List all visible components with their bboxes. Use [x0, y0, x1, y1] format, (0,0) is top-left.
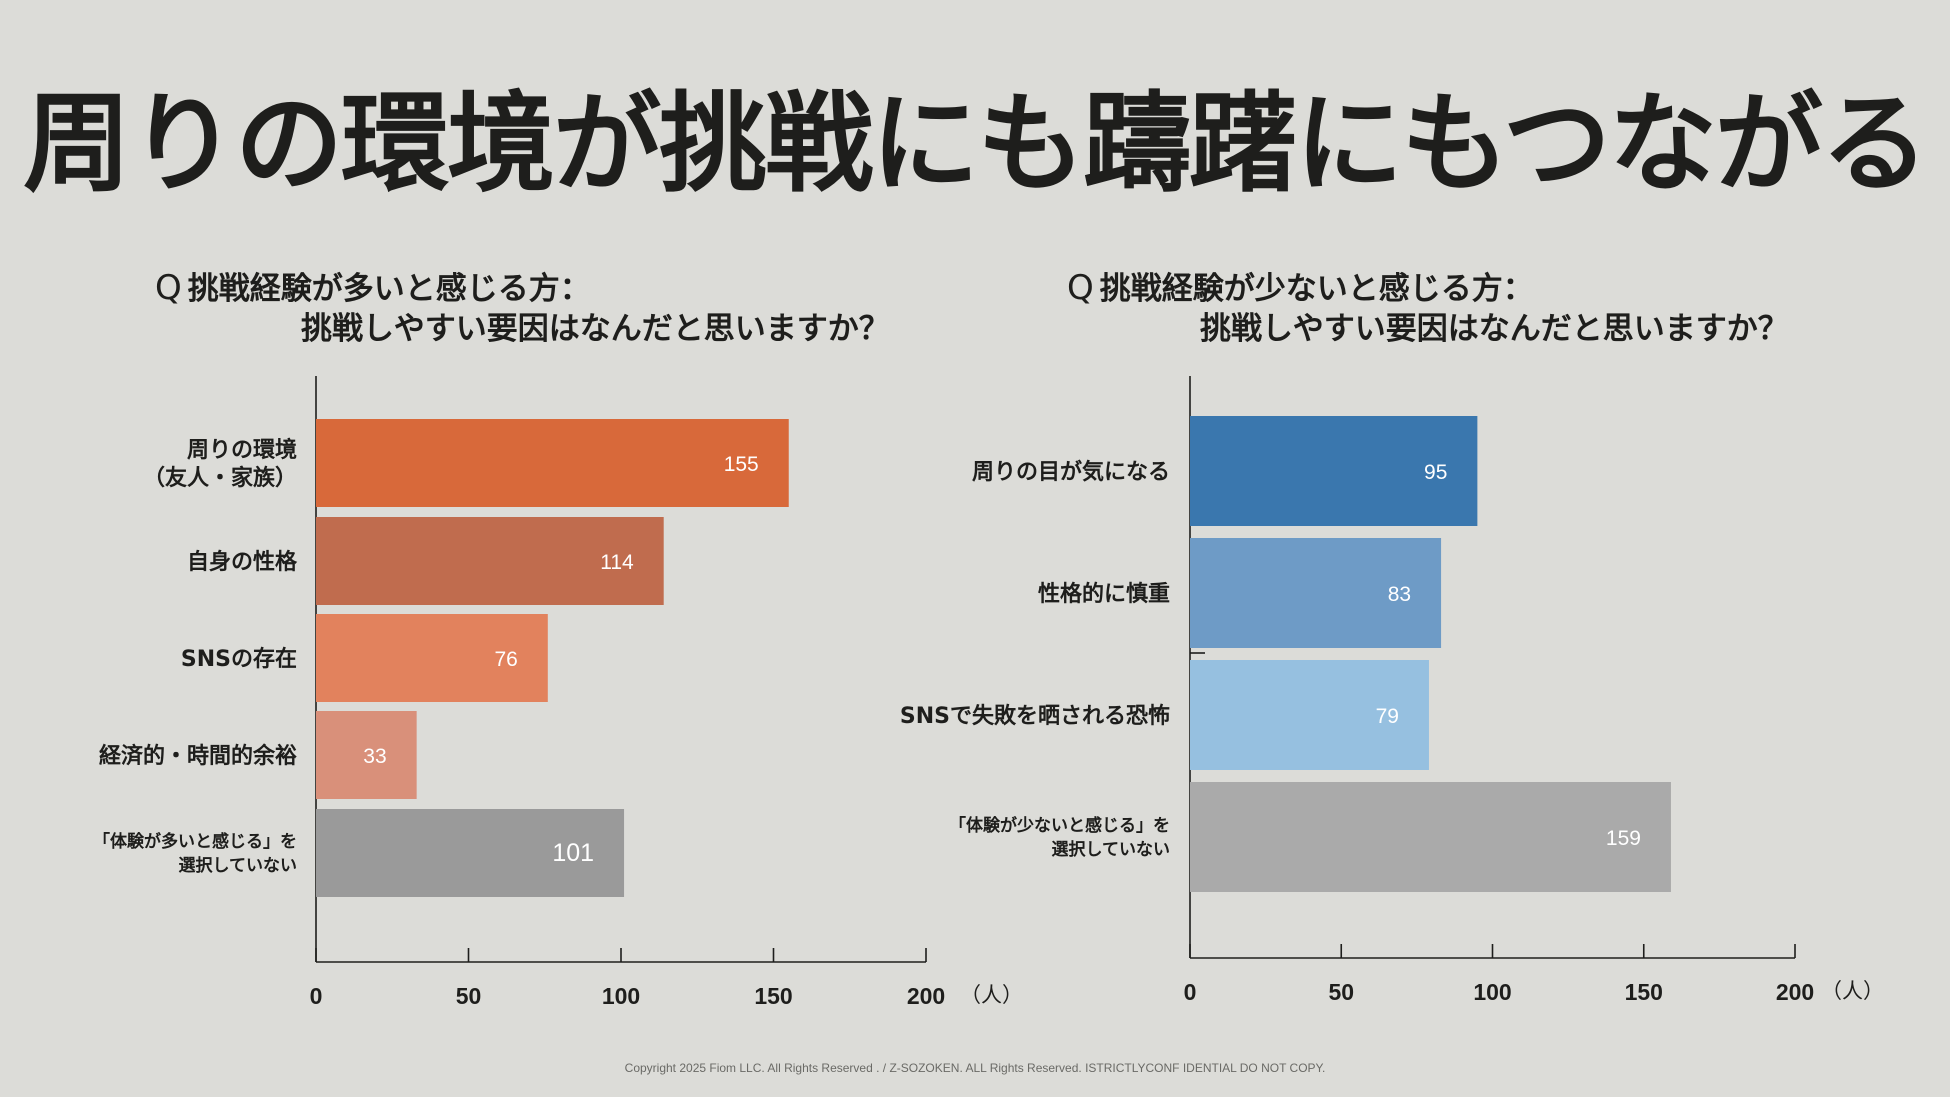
left-bar [316, 614, 548, 702]
left-bar-value-label: 155 [724, 453, 759, 476]
right-bar-value-label: 95 [1424, 461, 1447, 484]
left-question-prefix: Q [155, 268, 182, 308]
right-x-tick-label: 0 [1184, 979, 1197, 1005]
right-chart-question: Q 挑戦経験が少ないと感じる方： 挑戦しやすい要因はなんだと思いますか？ [1067, 268, 1789, 349]
left-bar-value-label: 76 [494, 648, 517, 671]
right-question-line1: 挑戦経験が少ないと感じる方： [1099, 271, 1534, 307]
right-category-label: 選択していない [1052, 839, 1171, 860]
left-category-label: 選択していない [179, 855, 298, 876]
left-bar [316, 809, 625, 897]
left-x-tick-label: 50 [456, 983, 482, 1009]
copyright-footer: Copyright 2025 Fiom LLC. All Rights Rese… [624, 1061, 1326, 1075]
left-question-line2: 挑戦しやすい要因はなんだと思いますか？ [301, 311, 890, 347]
right-category-label: 「体験が少ないと感じる」を [949, 815, 1170, 836]
left-x-tick-label: 0 [310, 983, 323, 1009]
left-chart-question: Q 挑戦経験が多いと感じる方： 挑戦しやすい要因はなんだと思いますか？ [155, 268, 890, 349]
left-category-label: 自身の性格 [187, 549, 298, 575]
right-x-tick-label: 100 [1473, 979, 1511, 1005]
left-bar [316, 517, 664, 605]
right-question-prefix: Q [1067, 268, 1094, 308]
left-category-label: SNSの存在 [181, 646, 297, 672]
left-category-label: 「体験が多いと感じる」を [93, 831, 297, 852]
right-x-tick-label: 200 [1776, 979, 1814, 1005]
right-bar [1190, 416, 1478, 526]
right-category-label: 性格的に慎重 [1038, 581, 1170, 607]
right-bar-value-label: 79 [1376, 705, 1399, 728]
left-bar-value-label: 33 [363, 745, 386, 768]
right-x-unit-label: （人） [1821, 979, 1884, 1003]
right-bar [1190, 660, 1429, 770]
right-question-line2: 挑戦しやすい要因はなんだと思いますか？ [1200, 311, 1789, 347]
left-bar-value-label: 101 [552, 839, 594, 867]
left-category-label: （友人・家族） [143, 465, 297, 491]
right-category-label: 周りの目が気になる [972, 459, 1170, 485]
right-x-tick-label: 150 [1625, 979, 1663, 1005]
left-question-line1: 挑戦経験が多いと感じる方： [187, 271, 591, 307]
left-x-unit-label: （人） [960, 983, 1023, 1007]
right-bar [1190, 538, 1442, 648]
right-category-label: SNSで失敗を晒される恐怖 [900, 703, 1170, 729]
left-bar-value-label: 114 [600, 551, 634, 574]
left-category-label: 経済的・時間的余裕 [99, 743, 297, 769]
left-x-tick-label: 200 [907, 983, 945, 1009]
right-x-tick-label: 50 [1328, 979, 1354, 1005]
right-bar-value-label: 83 [1388, 583, 1411, 606]
right-bar [1190, 782, 1671, 892]
left-bar [316, 711, 417, 799]
left-bar [316, 419, 789, 507]
page-title: 周りの環境が挑戦にも躊躇にもつながる [23, 82, 1929, 207]
left-x-tick-label: 100 [602, 983, 640, 1009]
right-bar-value-label: 159 [1606, 827, 1641, 850]
left-category-label: 周りの環境 [187, 437, 297, 463]
left-x-tick-label: 150 [754, 983, 792, 1009]
